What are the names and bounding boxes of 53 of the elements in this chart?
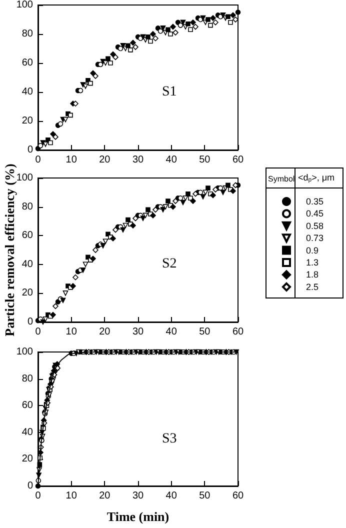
legend-label: 1.3 — [306, 258, 319, 268]
y-tick-label: 60 — [22, 58, 34, 68]
annotation: S1 — [162, 84, 177, 100]
x-tick-label: 10 — [66, 154, 78, 166]
text: Symbol — [268, 174, 295, 184]
y-tick-label: 20 — [22, 454, 34, 465]
x-tick-label: 50 — [199, 326, 211, 338]
y-tick-label: 80 — [22, 28, 34, 40]
x-tick-label: 60 — [232, 490, 244, 502]
y-tick-label: 60 — [22, 400, 34, 412]
y-tick-label: 0 — [27, 316, 34, 328]
x-tick-label: 0 — [35, 154, 42, 166]
legend-label: 0.35 — [306, 196, 324, 206]
x-tick-label: 10 — [66, 326, 78, 338]
legend-label: 2.5 — [306, 282, 319, 292]
y-tick-label: 80 — [22, 201, 34, 212]
y-tick-label: 40 — [22, 258, 34, 270]
legend-label: 0.45 — [306, 208, 324, 219]
x-axis-title: Time (min) — [106, 509, 170, 524]
y-tick-label: 40 — [22, 86, 34, 98]
x-tick-label: 20 — [99, 154, 111, 166]
x-tick-label: 40 — [166, 154, 178, 166]
annotation: S2 — [162, 256, 177, 272]
x-tick-label: 40 — [166, 326, 178, 338]
y-tick-label: 0 — [27, 144, 34, 156]
x-tick-label: 60 — [232, 326, 244, 338]
x-tick-label: 0 — [35, 326, 42, 338]
x-tick-label: 20 — [99, 326, 111, 338]
x-tick-label: 60 — [232, 154, 244, 166]
x-tick-label: 50 — [199, 490, 211, 502]
annotation: S3 — [162, 431, 177, 446]
y-tick-label: 20 — [22, 116, 34, 126]
x-tick-label: 30 — [132, 326, 144, 338]
y-tick-label: 60 — [22, 230, 34, 242]
x-tick-label: 30 — [132, 154, 144, 166]
y-tick-label: 100 — [16, 0, 34, 10]
x-tick-label: 50 — [199, 154, 211, 166]
y-tick-label: 0 — [27, 480, 34, 492]
y-tick-label: 40 — [22, 426, 34, 438]
y-tick-label: 100 — [16, 346, 34, 358]
y-axis-title: Particle removal efficiency (%) — [2, 164, 17, 336]
legend-label: 0.58 — [306, 220, 324, 231]
x-tick-label: 10 — [66, 490, 78, 502]
legend-label: 0.9 — [306, 245, 319, 256]
x-tick-label: 0 — [35, 490, 42, 502]
y-tick-label: 100 — [16, 172, 34, 184]
legend-label: 0.73 — [306, 233, 324, 244]
y-tick-label: 80 — [22, 373, 34, 384]
x-tick-label: 40 — [166, 490, 178, 502]
legend-label: 1.8 — [306, 270, 319, 280]
x-tick-label: 30 — [132, 490, 144, 502]
y-tick-label: 20 — [22, 288, 34, 299]
x-tick-label: 20 — [99, 490, 111, 502]
